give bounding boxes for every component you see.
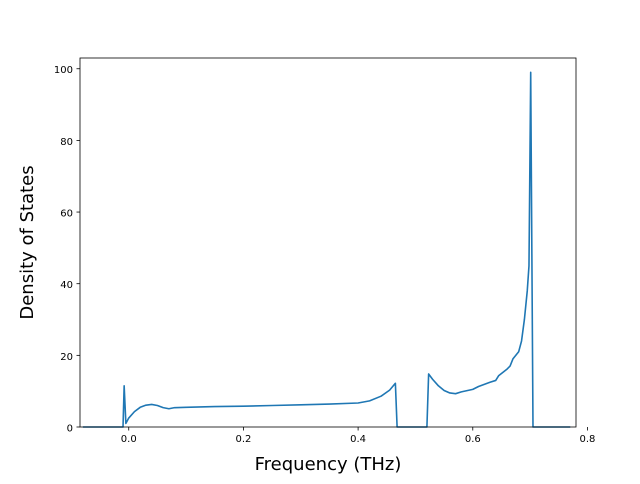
y-tick-label: 20 <box>60 352 73 363</box>
x-tick-label: 0.6 <box>465 434 481 445</box>
y-tick-label: 80 <box>60 137 73 148</box>
x-axis-label: Frequency (THz) <box>255 454 402 475</box>
x-tick-label: 0.8 <box>580 434 596 445</box>
y-axis-label: Density of States <box>17 165 38 319</box>
x-tick-label: 0.0 <box>121 434 137 445</box>
y-tick-label: 40 <box>60 280 73 291</box>
y-tick-label: 60 <box>60 209 73 220</box>
x-tick-label: 0.4 <box>350 434 366 445</box>
x-tick-label: 0.2 <box>235 434 251 445</box>
ticks-layer: 0.0 0.2 0.4 0.6 0.8 0 20 40 60 80 100 <box>54 65 596 445</box>
y-tick-label: 0 <box>67 424 73 435</box>
plot-area-frame <box>79 57 577 428</box>
y-tick-label: 100 <box>54 65 73 76</box>
